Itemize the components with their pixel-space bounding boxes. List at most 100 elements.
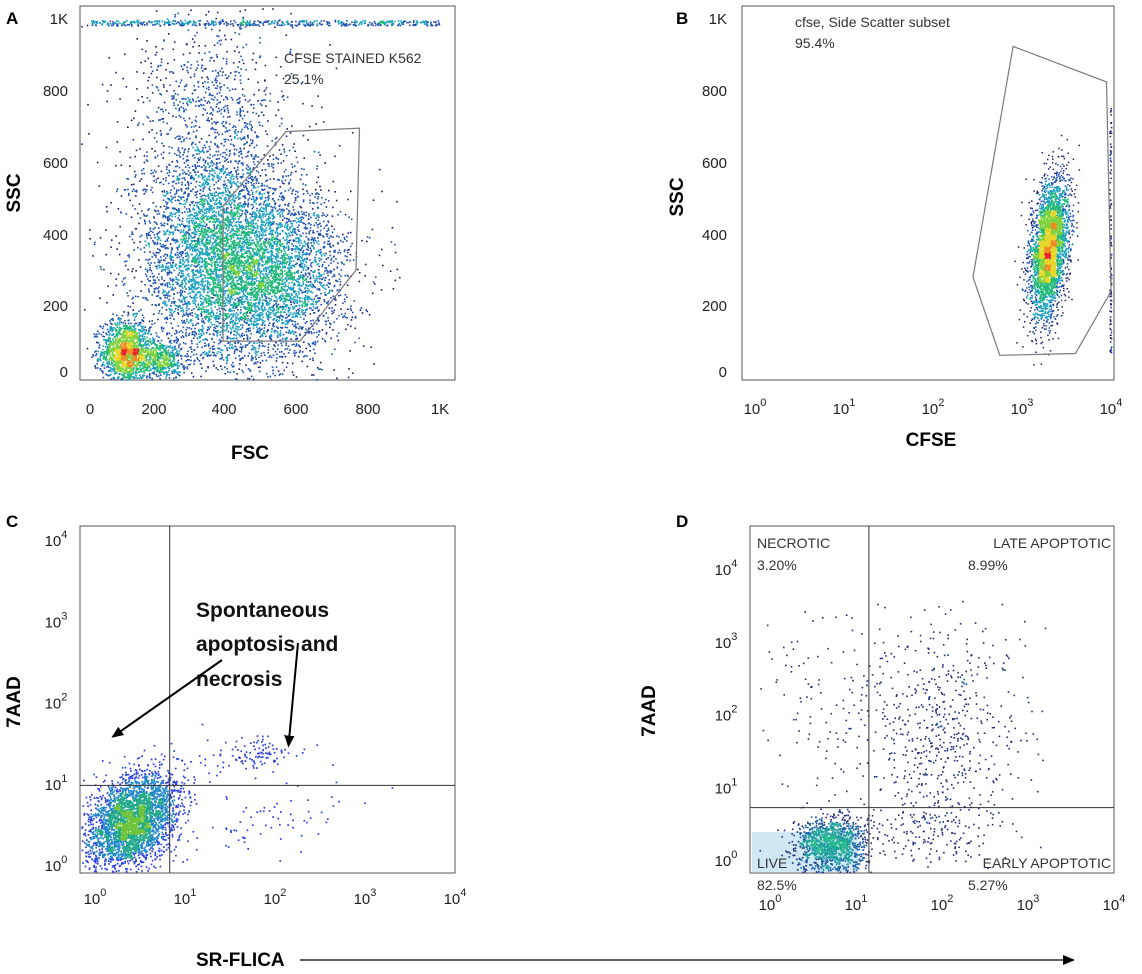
event-dot — [183, 224, 185, 227]
event-dot — [162, 367, 164, 369]
event-dot — [137, 353, 140, 355]
event-dot — [130, 344, 133, 347]
event-dot — [196, 231, 198, 233]
event-dot — [205, 210, 208, 213]
event-dot — [89, 238, 91, 240]
event-dot — [212, 279, 214, 281]
event-dot — [229, 199, 231, 202]
event-dot — [237, 206, 239, 209]
event-dot — [231, 253, 234, 255]
event-dot — [101, 354, 103, 357]
event-dot — [246, 286, 249, 289]
event-dot — [141, 331, 143, 333]
event-dot — [243, 239, 246, 242]
event-dot — [223, 110, 226, 113]
event-dot — [192, 257, 194, 259]
event-dot — [276, 179, 279, 181]
event-dot — [170, 266, 172, 269]
event-dot — [201, 230, 204, 232]
event-dot — [198, 360, 201, 362]
event-dot — [234, 230, 237, 233]
event-dot — [114, 348, 117, 351]
event-dot — [290, 320, 293, 322]
event-dot — [273, 273, 276, 275]
event-dot — [167, 367, 170, 369]
event-dot — [195, 293, 198, 296]
event-dot — [188, 208, 190, 210]
event-dot — [201, 217, 204, 220]
event-dot — [216, 252, 219, 255]
event-dot — [177, 282, 179, 285]
event-dot — [126, 373, 129, 375]
event-dot — [164, 247, 167, 250]
event-dot — [258, 318, 261, 320]
event-dot — [218, 201, 221, 204]
event-dot — [220, 305, 223, 308]
event-dot — [184, 255, 187, 258]
event-dot — [116, 359, 118, 361]
event-dot — [114, 322, 116, 325]
event-dot — [132, 361, 134, 363]
event-dot — [93, 243, 96, 246]
event-dot — [149, 267, 151, 269]
event-dot — [289, 187, 292, 190]
event-dot — [148, 231, 150, 234]
event-dot — [255, 252, 257, 255]
event-dot — [151, 342, 153, 345]
event-dot — [166, 286, 169, 288]
event-dot — [142, 337, 145, 340]
event-dot — [116, 322, 119, 324]
event-dot — [156, 344, 159, 346]
event-dot — [131, 352, 134, 355]
event-dot — [242, 261, 244, 263]
event-dot — [220, 238, 223, 241]
event-dot — [134, 364, 137, 366]
event-dot — [236, 264, 238, 266]
event-dot — [142, 357, 145, 360]
event-dot — [107, 343, 110, 346]
event-dot — [157, 291, 160, 294]
event-dot — [176, 361, 179, 364]
event-dot — [125, 365, 127, 367]
event-dot — [240, 306, 242, 308]
event-dot — [224, 372, 227, 375]
event-dot — [201, 330, 203, 333]
event-dot — [166, 282, 169, 284]
event-dot — [178, 298, 180, 301]
event-dot — [171, 365, 173, 367]
event-dot — [192, 297, 194, 299]
event-dot — [143, 358, 146, 361]
event-dot — [151, 377, 153, 380]
event-dot — [167, 217, 169, 219]
event-dot — [243, 281, 246, 284]
event-dot — [139, 366, 141, 369]
event-dot — [191, 222, 194, 225]
event-dot — [128, 256, 131, 258]
event-dot — [169, 309, 172, 311]
event-dot — [172, 231, 175, 233]
event-dot — [164, 371, 166, 374]
event-dot — [176, 292, 179, 294]
event-dot — [194, 324, 197, 326]
event-dot — [155, 370, 158, 372]
event-dot — [228, 203, 231, 205]
event-dot — [122, 346, 124, 349]
event-dot — [173, 318, 175, 320]
event-dot — [175, 354, 178, 357]
event-dot — [204, 266, 206, 268]
event-dot — [181, 322, 184, 324]
event-dot — [129, 364, 131, 367]
event-dot — [194, 186, 197, 188]
event-dot — [213, 326, 215, 329]
event-dot — [201, 334, 203, 336]
event-dot — [168, 360, 170, 362]
event-dot — [220, 275, 222, 278]
event-dot — [159, 352, 161, 354]
event-dot — [133, 319, 136, 321]
event-dot — [220, 241, 222, 243]
event-dot — [285, 366, 288, 368]
event-dot — [182, 366, 184, 368]
event-dot — [212, 290, 214, 293]
event-dot — [183, 149, 186, 152]
event-dot — [212, 169, 214, 172]
